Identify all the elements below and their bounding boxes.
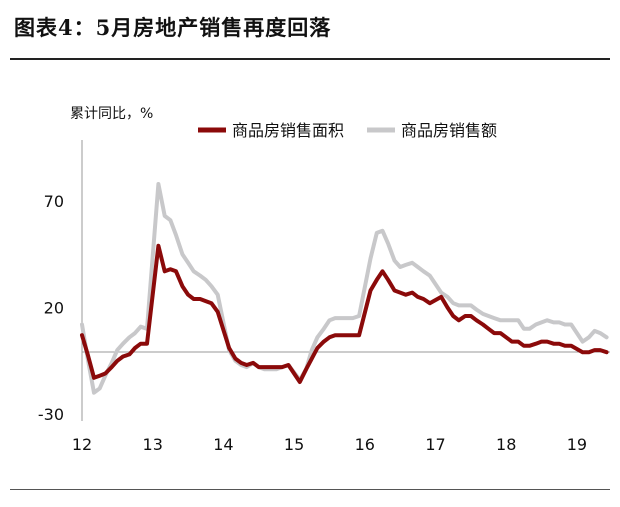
legend-label-sales: 商品房销售额 bbox=[401, 121, 497, 140]
x-tick-label: 18 bbox=[496, 435, 516, 454]
x-tick-label: 16 bbox=[355, 435, 375, 454]
series-line-sales-area bbox=[80, 243, 609, 384]
y-axis-label: 累计同比，% bbox=[70, 106, 153, 122]
series-line-sales-value bbox=[80, 182, 609, 395]
series-lines bbox=[80, 182, 609, 395]
title-divider bbox=[10, 58, 610, 60]
legend-label-area: 商品房销售面积 bbox=[232, 121, 344, 140]
x-tick-label: 14 bbox=[213, 435, 233, 454]
bottom-divider bbox=[10, 489, 610, 490]
figure-title: 图表4：5月房地产销售再度回落 bbox=[14, 15, 332, 40]
x-tick-label: 12 bbox=[72, 435, 92, 454]
y-tick-labels: 70 20 -30 bbox=[38, 192, 64, 424]
x-tick-label: 15 bbox=[284, 435, 304, 454]
x-tick-label: 17 bbox=[425, 435, 445, 454]
y-tick-label: 70 bbox=[44, 192, 64, 211]
x-tick-label: 19 bbox=[567, 435, 587, 454]
legend: 商品房销售面积 商品房销售额 bbox=[198, 121, 497, 140]
y-tick-label: 20 bbox=[44, 299, 64, 318]
x-tick-label: 13 bbox=[143, 435, 163, 454]
y-tick-label: -30 bbox=[38, 405, 64, 424]
x-tick-labels: 12 13 14 15 16 17 18 19 bbox=[72, 435, 587, 454]
chart-axes bbox=[81, 140, 610, 421]
